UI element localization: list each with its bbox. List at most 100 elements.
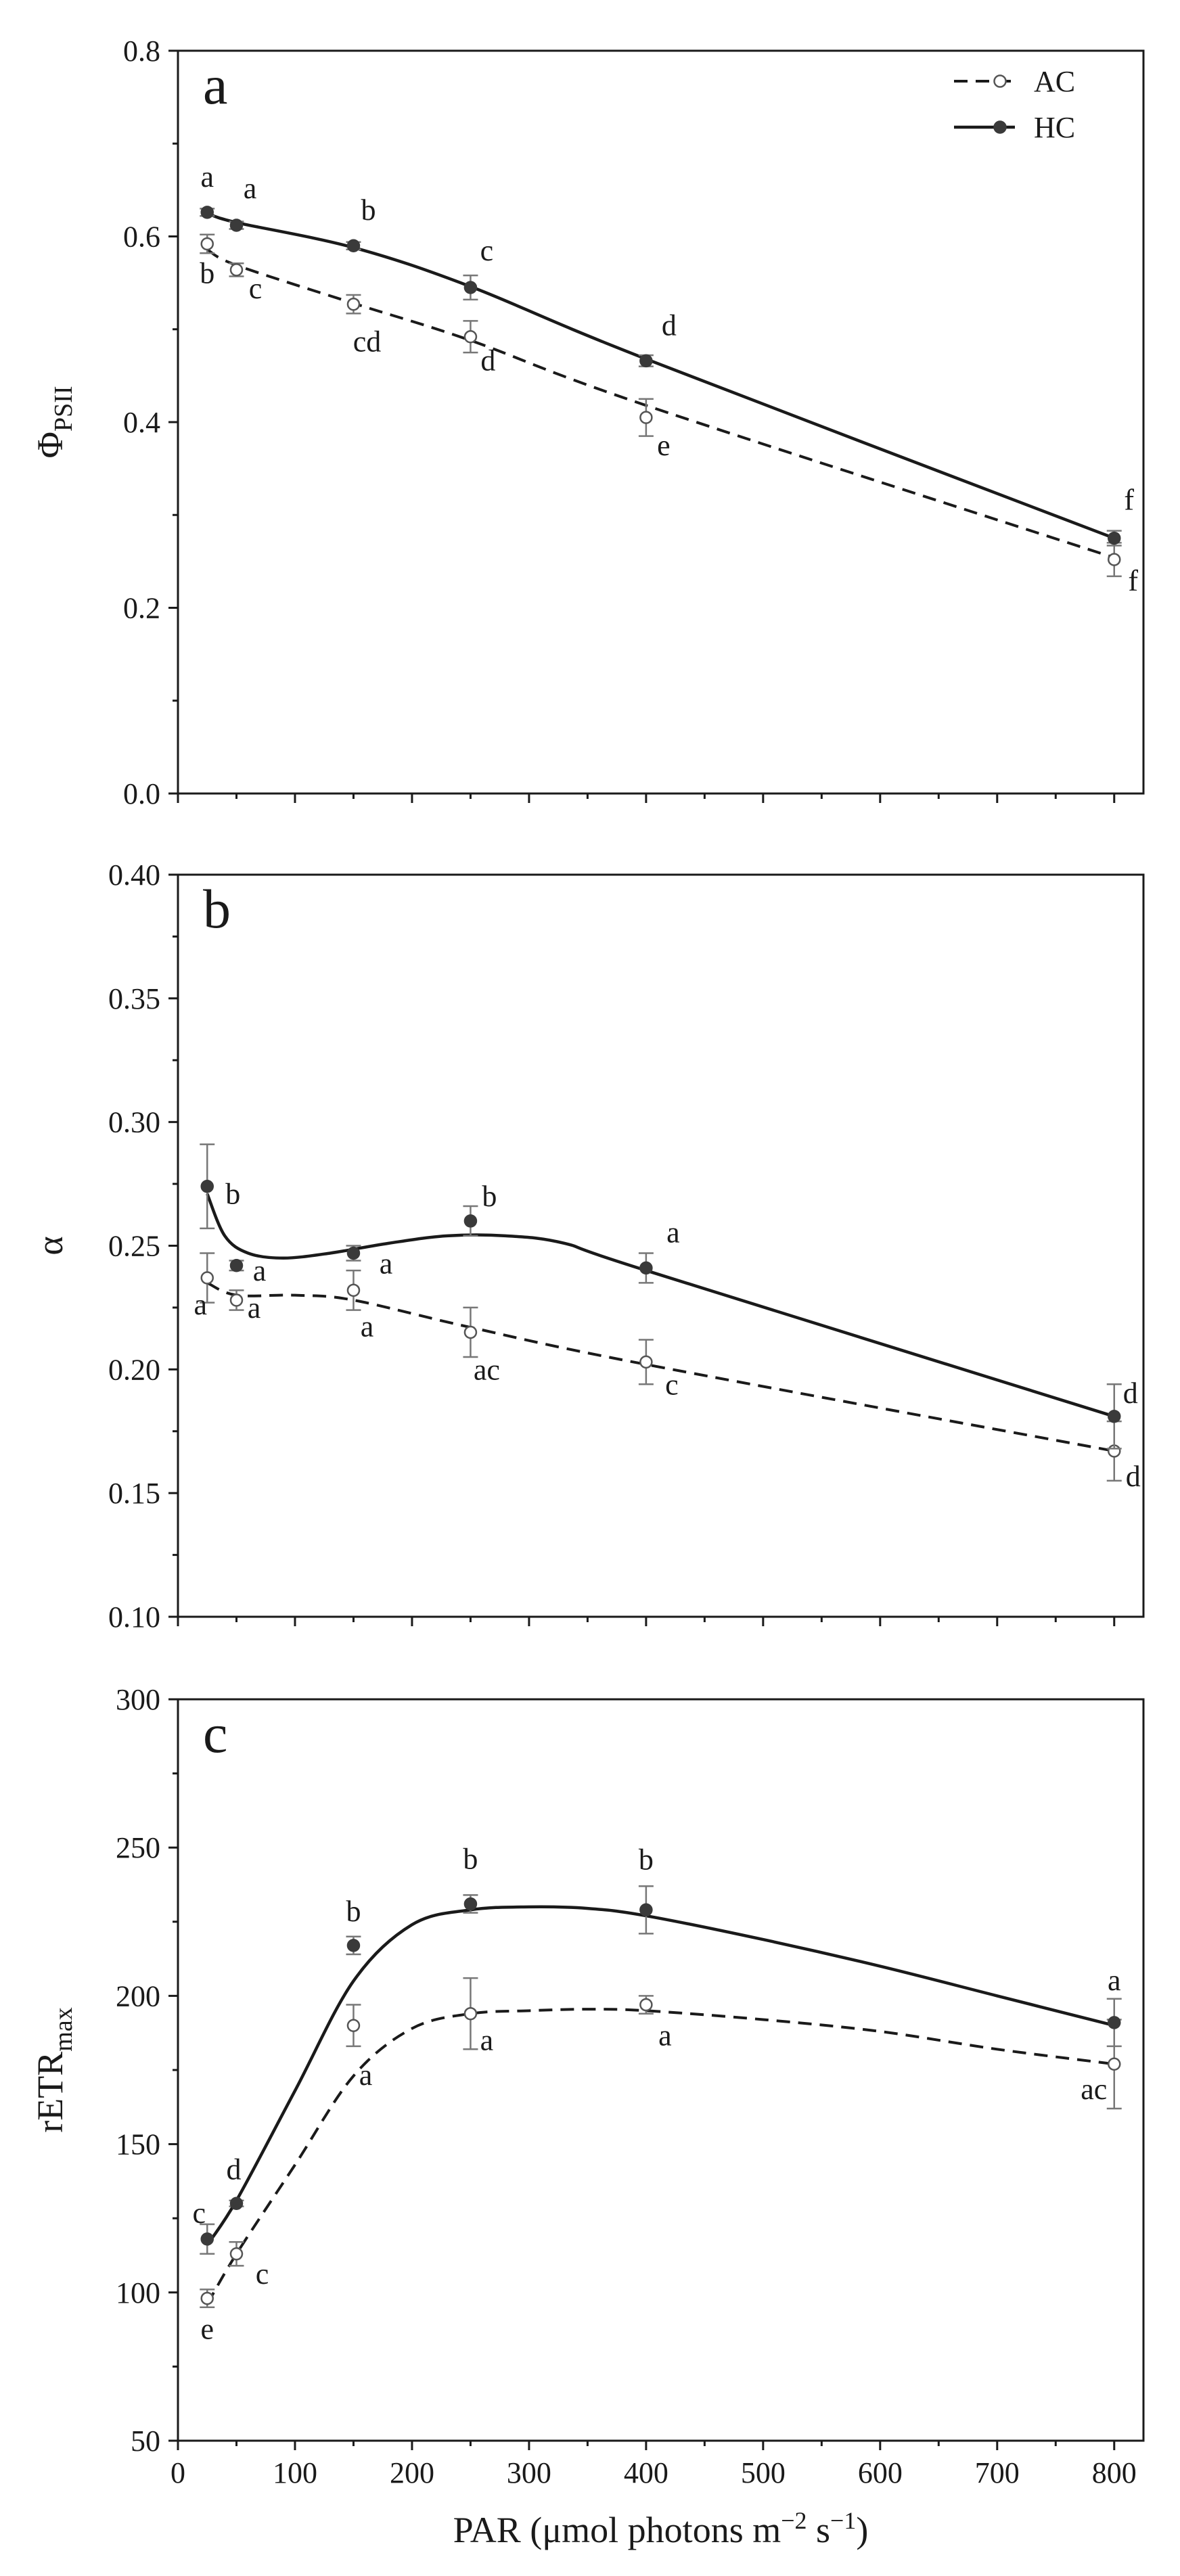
marker-AC [346,2019,361,2032]
curve-AC [206,248,1115,559]
plot-frame [177,1698,1145,2442]
y-tick-label: 0.40 [108,858,160,892]
significance-label: a [361,1310,374,1343]
significance-label: ac [1081,2073,1107,2106]
panel-letter: b [203,878,231,940]
y-axis-label: α [30,1236,70,1255]
y-tick-label: 300 [116,1683,160,1716]
significance-label: a [658,2019,672,2052]
marker-AC [463,2006,478,2021]
significance-label: b [482,1180,497,1213]
legend-label: AC [1034,65,1075,98]
curve-AC [206,2008,1115,2305]
y-axis-label: ΦPSII [30,386,78,458]
panel-letter: c [203,1703,227,1764]
marker-HC [463,1214,478,1228]
marker-HC [463,281,478,294]
significance-label: b [361,193,376,227]
marker-AC [200,2291,214,2305]
y-tick-label: 0.8 [123,34,160,68]
marker-AC [229,1293,244,1307]
series-HC: cd b b b a [192,1842,1122,2255]
x-axis-label: PAR (μmol photons m−2 s−1) [453,2507,869,2550]
plot-frame [177,873,1145,1618]
significance-label: a [359,2058,373,2092]
legend-marker [993,120,1007,134]
marker-AC [346,1283,361,1297]
significance-label: b [225,1178,240,1211]
significance-label: a [1108,1964,1121,1997]
marker-HC [229,2196,244,2211]
marker-HC [200,2232,214,2246]
marker-AC [229,2247,244,2261]
marker-AC [1108,553,1121,566]
significance-label: b [200,256,214,290]
significance-label: ac [474,1353,500,1386]
significance-label: a [194,1288,207,1321]
marker-HC [639,1261,653,1275]
marker-AC [639,411,653,424]
y-tick-label: 0.10 [108,1601,160,1634]
panel-c: 50 100 150 200 250 300 0 100 200 300 400 500 600 700 8… [30,1683,1145,2550]
x-tick-label: 300 [507,2456,551,2489]
marker-AC [1108,2057,1121,2071]
curve-HC [206,212,1115,540]
significance-label: f [1128,564,1138,597]
significance-label: c [249,272,263,305]
marker-HC [200,1179,214,1193]
legend-marker [993,74,1007,88]
series-AC: e c a a a ac [200,1977,1122,2346]
marker-HC [346,239,361,252]
y-tick-label: 0.6 [123,221,160,254]
curve-HC [206,1193,1115,1418]
significance-label: d [662,308,677,342]
significance-label: a [200,160,214,193]
marker-HC [1108,2016,1121,2029]
marker-AC [200,237,214,251]
marker-AC [639,1998,653,2012]
significance-label: a [666,1216,680,1249]
y-tick-label: 250 [116,1831,160,1864]
y-tick-label: 50 [131,2424,160,2458]
significance-label: e [657,429,671,462]
significance-label: b [639,1843,654,1876]
marker-HC [346,1939,361,1952]
significance-label: d [1123,1377,1138,1410]
x-tick-label: 700 [975,2456,1020,2489]
significance-label: b [463,1842,478,1875]
y-tick-label: 0.0 [123,777,160,810]
marker-AC [346,297,361,311]
marker-HC [463,1897,478,1911]
y-tick-label: 0.30 [108,1106,160,1139]
x-tick-label: 0 [171,2456,185,2489]
significance-label: e [200,2313,214,2346]
marker-HC [639,1903,653,1917]
marker-HC [229,218,244,232]
plot-frame [177,49,1145,795]
significance-label: a [480,2024,494,2057]
y-tick-label: 200 [116,1979,160,2013]
curve-AC [206,1281,1115,1452]
significance-label: d [1126,1460,1141,1493]
significance-label: a [244,172,257,205]
x-tick-label: 100 [273,2456,317,2489]
marker-HC [639,354,653,368]
y-tick-label: 0.20 [108,1353,160,1386]
marker-HC [229,1259,244,1272]
significance-label: c [480,234,494,267]
y-tick-label: 0.25 [108,1230,160,1263]
y-tick-label: 100 [116,2276,160,2309]
y-axis-label: rETRmax [30,2007,78,2132]
significance-label: f [1124,484,1134,517]
marker-AC [463,1325,478,1339]
significance-label: a [253,1254,267,1287]
y-tick-label: 0.4 [123,406,160,439]
series-HC: a a b c d f [200,160,1134,547]
panel-letter: a [203,54,227,116]
x-tick-label: 800 [1092,2456,1137,2489]
x-tick-label: 500 [741,2456,786,2489]
legend: AC HC [954,65,1075,144]
